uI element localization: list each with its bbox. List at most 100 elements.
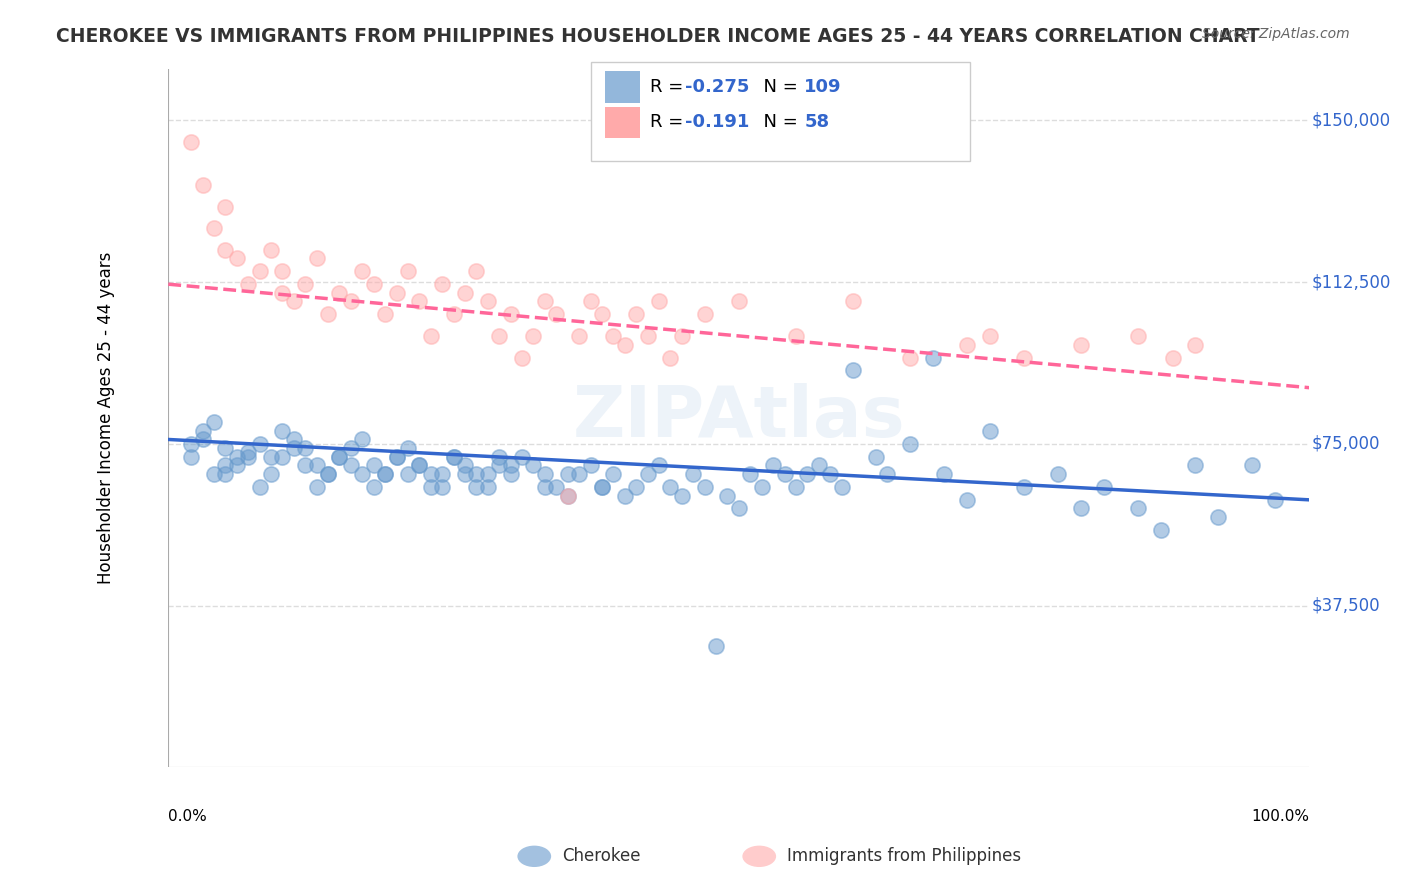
Point bbox=[260, 467, 283, 481]
Point bbox=[1184, 458, 1206, 473]
Point bbox=[225, 458, 247, 473]
Point bbox=[316, 467, 339, 481]
Point bbox=[624, 307, 647, 321]
Point bbox=[693, 307, 716, 321]
Point bbox=[305, 252, 328, 266]
Point bbox=[271, 424, 294, 438]
Text: CHEROKEE VS IMMIGRANTS FROM PHILIPPINES HOUSEHOLDER INCOME AGES 25 - 44 YEARS CO: CHEROKEE VS IMMIGRANTS FROM PHILIPPINES … bbox=[56, 27, 1260, 45]
Point bbox=[1206, 510, 1229, 524]
Point bbox=[842, 363, 865, 377]
Point bbox=[648, 458, 671, 473]
Point bbox=[510, 351, 533, 365]
Point bbox=[363, 458, 385, 473]
Point bbox=[180, 437, 202, 451]
Text: Cherokee: Cherokee bbox=[562, 847, 641, 865]
Point bbox=[876, 467, 898, 481]
Point bbox=[1092, 480, 1115, 494]
Point bbox=[214, 441, 236, 455]
Point bbox=[728, 294, 751, 309]
Point bbox=[294, 441, 316, 455]
Point bbox=[352, 264, 374, 278]
Point bbox=[659, 351, 682, 365]
Point bbox=[613, 337, 636, 351]
Point bbox=[374, 467, 396, 481]
Point bbox=[443, 450, 465, 464]
Text: 0.0%: 0.0% bbox=[169, 809, 207, 824]
Point bbox=[979, 329, 1001, 343]
Point bbox=[305, 480, 328, 494]
Point bbox=[249, 480, 271, 494]
Point bbox=[180, 135, 202, 149]
Text: $150,000: $150,000 bbox=[1312, 112, 1391, 129]
Point bbox=[591, 480, 613, 494]
Point bbox=[419, 329, 441, 343]
Point bbox=[454, 458, 477, 473]
Point bbox=[305, 458, 328, 473]
Point bbox=[796, 467, 818, 481]
Point bbox=[534, 294, 557, 309]
Point bbox=[430, 277, 453, 292]
Point bbox=[385, 450, 408, 464]
Point bbox=[352, 433, 374, 447]
Point bbox=[510, 450, 533, 464]
Point bbox=[443, 450, 465, 464]
Point bbox=[818, 467, 841, 481]
Point bbox=[693, 480, 716, 494]
Point bbox=[328, 450, 350, 464]
Text: 58: 58 bbox=[804, 113, 830, 131]
Point bbox=[716, 489, 738, 503]
Point bbox=[865, 450, 887, 464]
Point bbox=[408, 458, 430, 473]
Point bbox=[921, 351, 943, 365]
Point bbox=[316, 467, 339, 481]
Text: $75,000: $75,000 bbox=[1312, 434, 1381, 453]
Point bbox=[454, 467, 477, 481]
Point bbox=[602, 329, 624, 343]
Point bbox=[408, 294, 430, 309]
Point bbox=[488, 450, 510, 464]
Point bbox=[238, 450, 260, 464]
Point bbox=[328, 450, 350, 464]
Point bbox=[591, 307, 613, 321]
Text: 109: 109 bbox=[804, 78, 842, 95]
Point bbox=[898, 437, 921, 451]
Point bbox=[294, 458, 316, 473]
Point bbox=[477, 294, 499, 309]
Text: -0.275: -0.275 bbox=[685, 78, 749, 95]
Point bbox=[1161, 351, 1184, 365]
Point bbox=[352, 467, 374, 481]
Point bbox=[934, 467, 956, 481]
Point bbox=[557, 467, 579, 481]
Point bbox=[385, 285, 408, 300]
Point bbox=[522, 329, 544, 343]
Point bbox=[1012, 351, 1035, 365]
Point bbox=[294, 277, 316, 292]
Point bbox=[202, 415, 225, 429]
Point bbox=[465, 467, 488, 481]
Point bbox=[260, 243, 283, 257]
Point bbox=[546, 480, 568, 494]
Point bbox=[1047, 467, 1070, 481]
Point bbox=[579, 458, 602, 473]
Text: -0.191: -0.191 bbox=[685, 113, 749, 131]
Point bbox=[534, 480, 557, 494]
Point bbox=[659, 480, 682, 494]
Text: Source: ZipAtlas.com: Source: ZipAtlas.com bbox=[1202, 27, 1350, 41]
Point bbox=[762, 458, 785, 473]
Point bbox=[568, 467, 591, 481]
Point bbox=[637, 467, 659, 481]
Point bbox=[807, 458, 830, 473]
Point bbox=[671, 489, 693, 503]
Point bbox=[214, 200, 236, 214]
Point bbox=[534, 467, 557, 481]
Point bbox=[191, 433, 214, 447]
Point bbox=[728, 501, 751, 516]
Point bbox=[785, 480, 807, 494]
Point bbox=[591, 480, 613, 494]
Point bbox=[396, 264, 419, 278]
Point bbox=[396, 441, 419, 455]
Text: $37,500: $37,500 bbox=[1312, 597, 1381, 615]
Point bbox=[522, 458, 544, 473]
Point bbox=[430, 467, 453, 481]
Point bbox=[465, 480, 488, 494]
